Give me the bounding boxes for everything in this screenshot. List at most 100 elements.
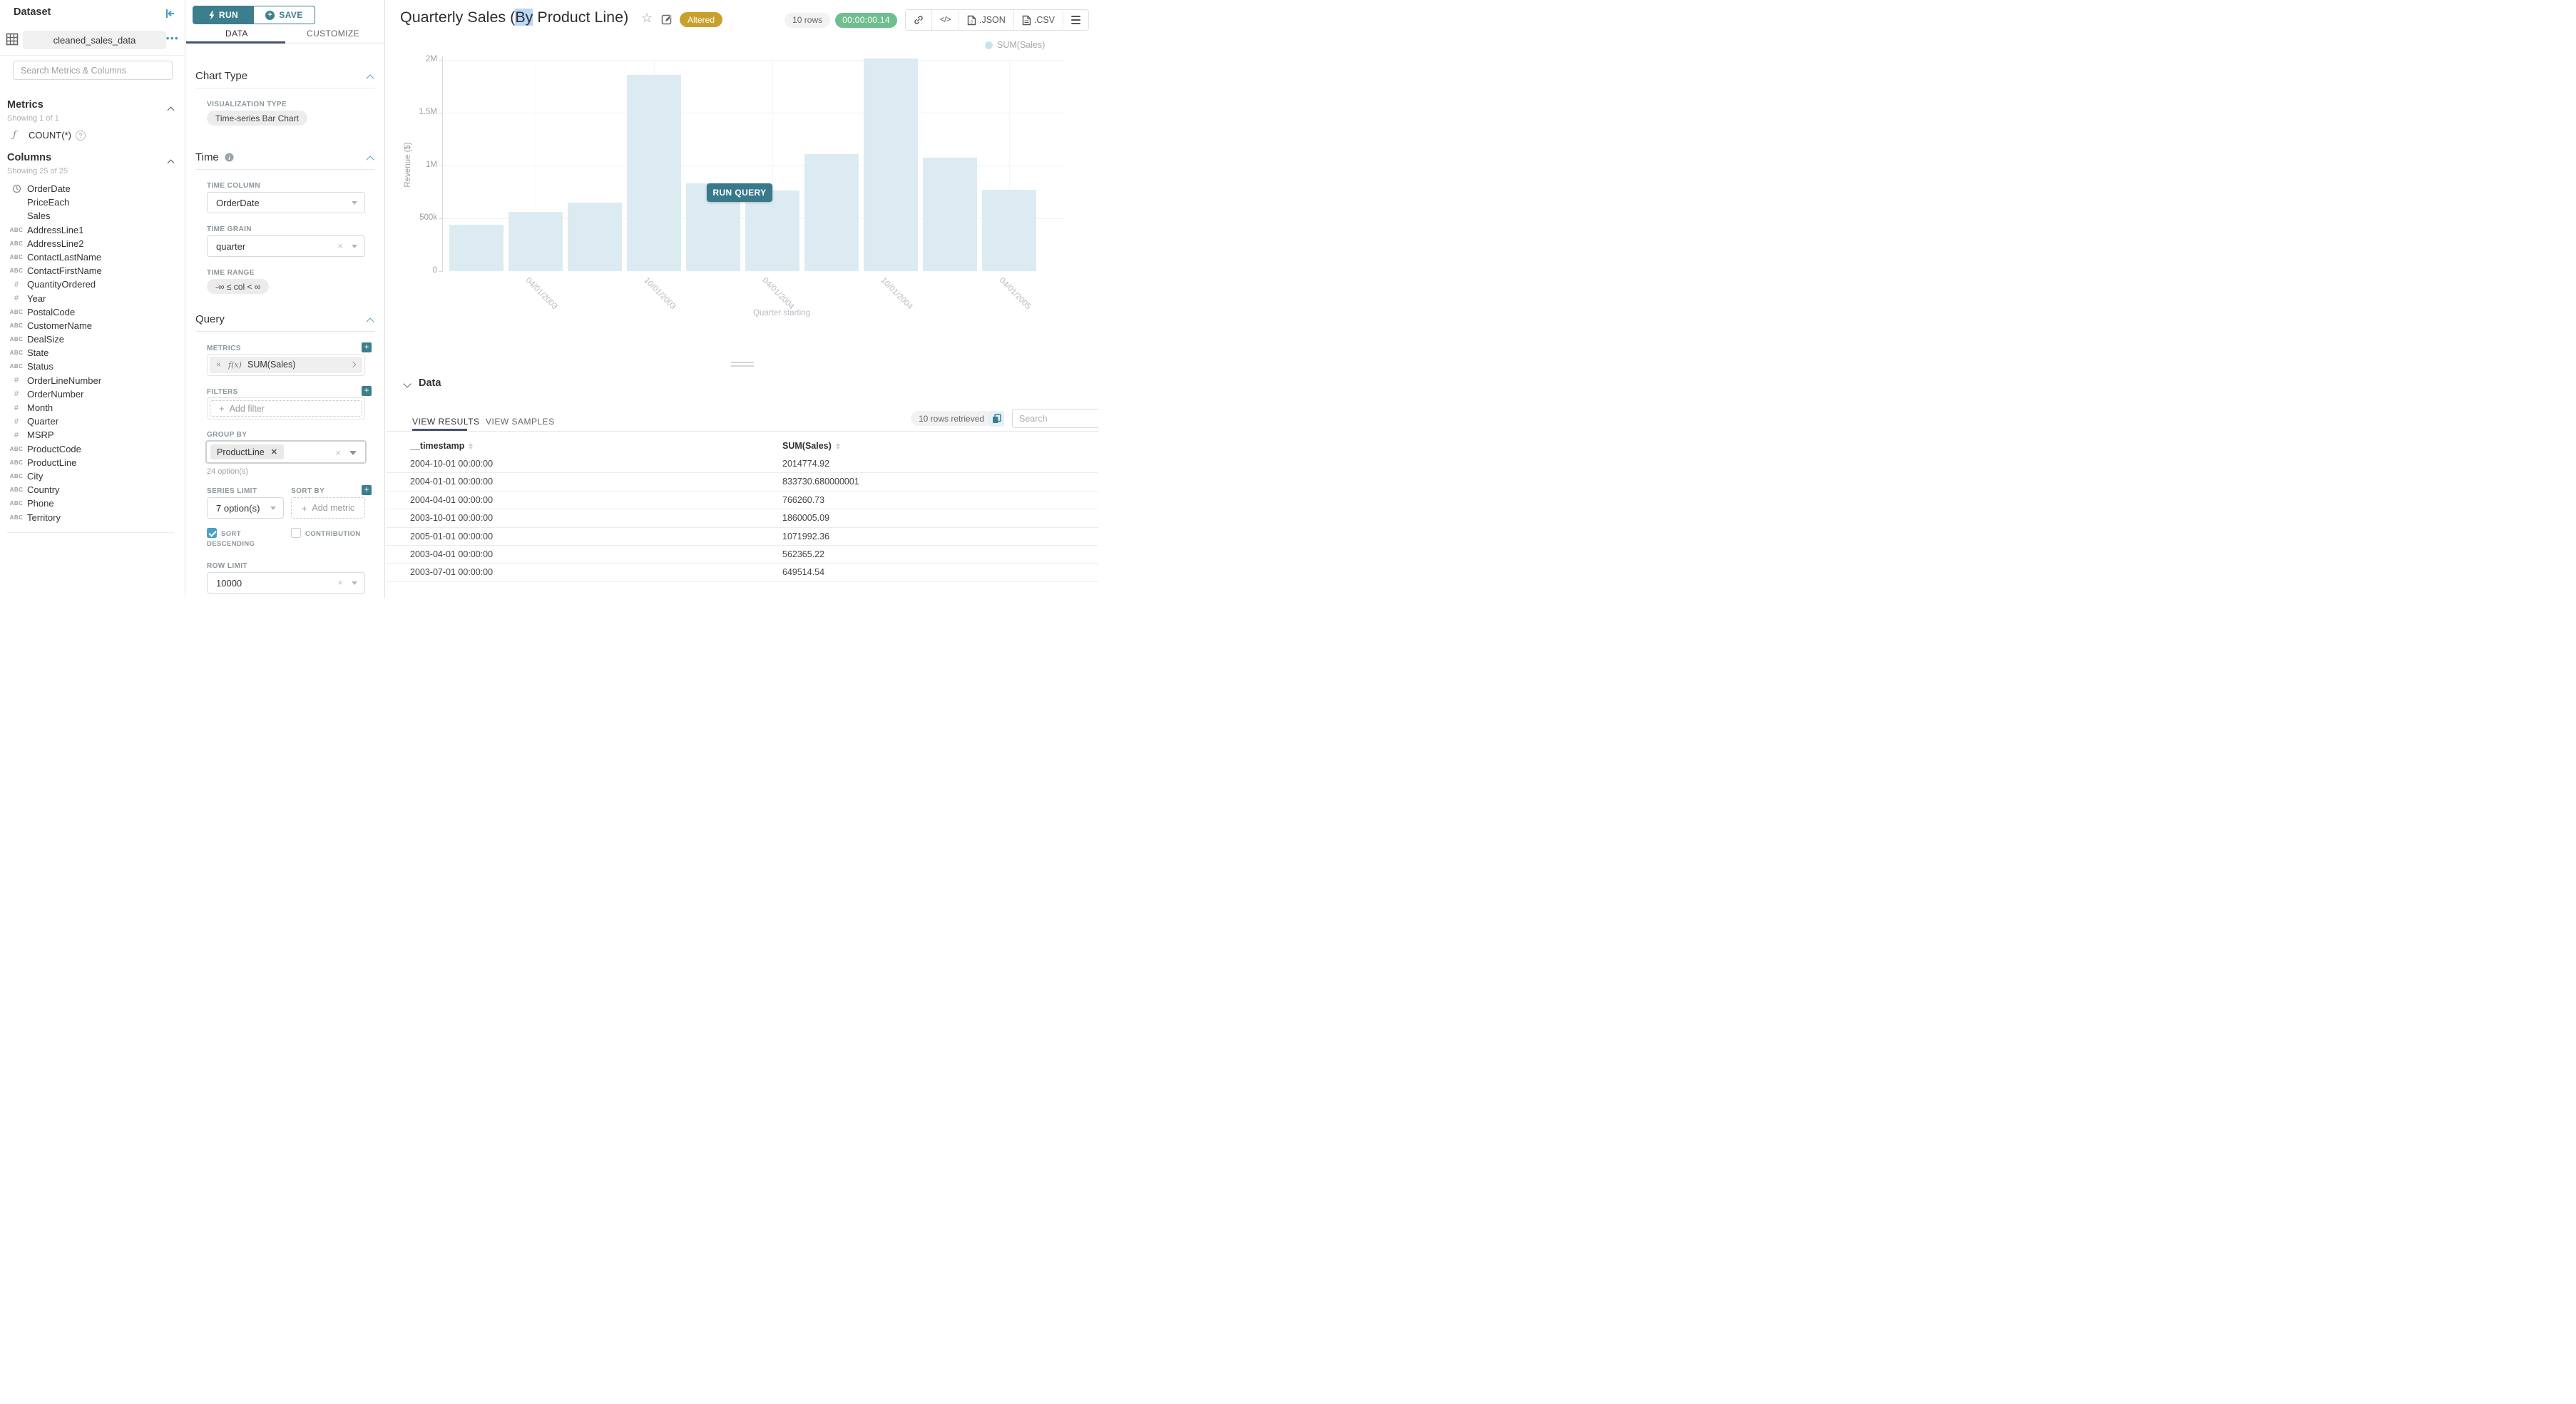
group-by-select[interactable]: ProductLine ✕ × — [205, 440, 367, 464]
menu-button[interactable] — [1063, 10, 1088, 30]
column-item[interactable]: # Quarter — [14, 416, 59, 427]
sort-descending-checkbox[interactable] — [207, 528, 217, 538]
chart-type-collapse-icon[interactable] — [366, 74, 374, 83]
abc-icon: ABC — [9, 240, 24, 247]
hash-icon: # — [14, 430, 19, 439]
column-item[interactable]: # OrderLineNumber — [14, 375, 102, 386]
column-item[interactable]: # Year — [14, 292, 46, 304]
clock-icon — [12, 184, 21, 193]
query-collapse-icon[interactable] — [366, 317, 374, 326]
sort-icon[interactable] — [835, 442, 840, 449]
hash-icon: # — [14, 280, 19, 289]
row-count-pill: 10 rows — [784, 12, 831, 28]
clear-icon[interactable]: × — [337, 577, 343, 588]
remove-metric-icon[interactable]: × — [216, 360, 222, 370]
run-button[interactable]: RUN — [193, 6, 254, 24]
column-item[interactable]: ABC State — [9, 347, 49, 359]
column-header-sum-sales[interactable]: SUM(Sales) — [782, 441, 840, 451]
tab-view-results[interactable]: VIEW RESULTS — [412, 417, 480, 427]
tab-data[interactable]: DATA — [225, 29, 248, 39]
time-collapse-icon[interactable] — [366, 156, 374, 164]
table-row[interactable]: 2005-01-01 00:00:00 1071992.36 — [386, 528, 1098, 546]
time-grain-select[interactable]: quarter × — [207, 235, 365, 257]
tab-view-samples[interactable]: VIEW SAMPLES — [486, 417, 555, 427]
column-item[interactable]: Sales — [27, 210, 51, 222]
column-item[interactable]: ABC Phone — [9, 498, 54, 509]
table-row[interactable]: 2004-04-01 00:00:00 766260.73 — [386, 492, 1098, 510]
add-filter-button[interactable]: + Add filter — [210, 400, 362, 417]
abc-icon: ABC — [9, 308, 24, 315]
altered-badge[interactable]: Altered — [680, 12, 723, 27]
legend[interactable]: SUM(Sales) — [985, 40, 1045, 50]
table-row[interactable]: 2004-01-01 00:00:00 833730.680000001 — [386, 473, 1098, 492]
export-json-button[interactable]: {} .JSON — [959, 10, 1014, 30]
table-row[interactable]: 2003-04-01 00:00:00 562365.22 — [386, 546, 1098, 564]
column-item[interactable]: ABC CustomerName — [9, 320, 93, 331]
search-metrics-input[interactable] — [13, 61, 173, 80]
column-item[interactable]: # OrderNumber — [14, 388, 84, 400]
dataset-options-icon[interactable]: ••• — [165, 33, 179, 44]
column-item[interactable]: ABC City — [9, 470, 44, 482]
column-item[interactable]: ABC ProductLine — [9, 457, 77, 468]
abc-icon: ABC — [9, 226, 24, 233]
column-item[interactable]: ABC ContactFirstName — [9, 265, 102, 277]
panel-resize-handle[interactable] — [731, 362, 754, 369]
column-item[interactable]: ABC Status — [9, 361, 53, 372]
column-item[interactable]: # MSRP — [14, 429, 54, 441]
column-item[interactable]: ABC ContactLastName — [9, 251, 102, 263]
metric-chip[interactable]: × f(x) SUM(Sales) — [210, 357, 362, 373]
metrics-label: METRICS — [207, 345, 241, 352]
copy-link-button[interactable] — [906, 10, 932, 30]
group-by-token[interactable]: ProductLine ✕ — [210, 444, 284, 459]
chart-title[interactable]: Quarterly Sales (By Product Line) — [400, 9, 629, 26]
run-query-button[interactable]: RUN QUERY — [707, 183, 772, 202]
column-item[interactable]: ABC DealSize — [9, 334, 65, 345]
columns-collapse-icon[interactable] — [167, 156, 175, 169]
embed-code-button[interactable]: </> — [932, 10, 959, 30]
clear-icon[interactable]: × — [335, 447, 341, 458]
add-filter-icon[interactable]: + — [362, 386, 372, 396]
save-button[interactable]: + SAVE — [254, 6, 315, 24]
series-limit-select[interactable]: 7 option(s) — [207, 497, 284, 519]
edit-title-icon[interactable] — [661, 14, 673, 29]
data-panel-chevron-icon[interactable] — [403, 380, 412, 388]
time-column-select[interactable]: OrderDate — [207, 192, 365, 213]
column-item[interactable]: # QuantityOrdered — [14, 279, 96, 290]
column-item[interactable]: ABC Country — [9, 484, 60, 496]
column-header-timestamp[interactable]: __timestamp — [410, 441, 474, 451]
chevron-right-icon[interactable] — [349, 361, 357, 368]
column-item[interactable]: ABC AddressLine1 — [9, 224, 84, 235]
column-item[interactable]: # Month — [14, 402, 53, 413]
column-item[interactable]: PriceEach — [27, 197, 70, 208]
sort-by-add-metric[interactable]: + Add metric — [291, 497, 365, 519]
contribution-checkbox[interactable] — [291, 528, 301, 538]
dataset-name[interactable]: cleaned_sales_data — [23, 31, 166, 49]
export-csv-button[interactable]: .CSV — [1014, 10, 1063, 30]
copy-data-button[interactable] — [988, 411, 1004, 427]
table-row[interactable]: 2003-10-01 00:00:00 1860005.09 — [386, 509, 1098, 528]
add-sort-metric-icon[interactable]: + — [362, 485, 372, 495]
time-range-pill[interactable]: -∞ ≤ col < ∞ — [207, 279, 270, 294]
table-row[interactable]: 2004-10-01 00:00:00 2014774.92 — [386, 455, 1098, 474]
remove-token-icon[interactable]: ✕ — [270, 448, 277, 457]
collapse-sidebar-icon[interactable] — [163, 7, 176, 20]
clear-icon[interactable]: × — [337, 240, 343, 251]
add-metric-icon[interactable]: + — [362, 342, 372, 352]
tab-customize[interactable]: CUSTOMIZE — [307, 29, 360, 39]
favorite-star-icon[interactable]: ☆ — [641, 11, 653, 25]
row-limit-select[interactable]: 10000 × — [207, 572, 365, 594]
data-search-input[interactable] — [1012, 409, 1098, 428]
column-item[interactable]: ABC PostalCode — [9, 306, 76, 317]
column-item[interactable]: ABC AddressLine2 — [9, 238, 84, 249]
column-item[interactable]: ABC ProductCode — [9, 443, 81, 454]
viz-type-pill[interactable]: Time-series Bar Chart — [207, 111, 307, 126]
data-panel-title: Data — [419, 377, 441, 389]
abc-icon: ABC — [9, 472, 24, 479]
table-row[interactable]: 2003-07-01 00:00:00 649514.54 — [386, 564, 1098, 582]
sort-icon[interactable] — [469, 442, 474, 449]
metrics-collapse-icon[interactable] — [167, 103, 175, 116]
column-item[interactable]: OrderDate — [0, 182, 185, 195]
divider — [195, 331, 375, 332]
metric-item[interactable]: ƒ COUNT(*) ? — [0, 129, 185, 143]
column-item[interactable]: ABC Territory — [9, 512, 61, 523]
